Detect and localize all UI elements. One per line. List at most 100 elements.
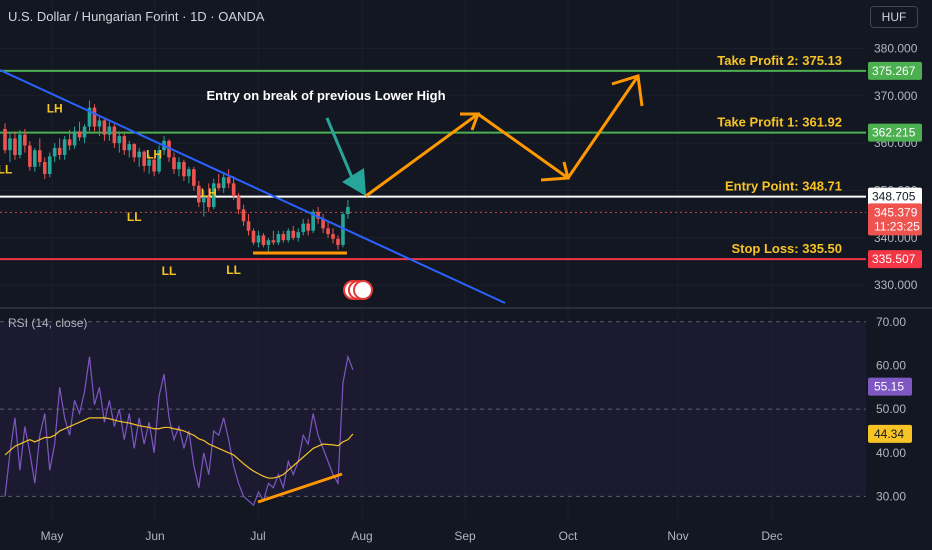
candle	[256, 230, 261, 248]
candle-body	[241, 209, 246, 222]
candle-body	[326, 228, 330, 235]
candle	[52, 143, 57, 163]
rsi-tick-label: 60.00	[876, 358, 906, 372]
candle-body	[296, 232, 301, 238]
candle-body	[3, 128, 7, 151]
candle-body	[18, 134, 22, 155]
candle	[122, 133, 127, 155]
candle-body	[301, 223, 305, 233]
projection-arrowhead-1	[460, 112, 481, 131]
candle-body	[33, 150, 37, 167]
candle	[266, 237, 271, 253]
candle-body	[62, 139, 67, 155]
candle	[157, 145, 161, 174]
rsi-tick-label: 50.00	[876, 402, 906, 416]
candle	[192, 166, 196, 191]
rsi-tick-label: 30.00	[876, 489, 906, 503]
bar-countdown: 11:23:25	[874, 219, 920, 233]
candle-body	[52, 147, 57, 157]
level-axis-tag	[868, 187, 922, 206]
candle	[127, 140, 132, 158]
candle-body	[102, 120, 107, 135]
candle	[271, 230, 276, 245]
candle-body	[286, 230, 291, 241]
candle	[286, 228, 291, 243]
candle-body	[316, 211, 320, 219]
x-tick-label: Dec	[761, 529, 782, 543]
candle	[276, 230, 281, 245]
candle	[97, 117, 102, 137]
x-tick-label: Nov	[667, 529, 688, 543]
candle-body	[226, 177, 231, 184]
y-tick-label: 330.000	[874, 278, 918, 292]
candle	[316, 207, 320, 224]
candle	[37, 138, 42, 167]
candle-body	[47, 156, 52, 174]
candle-body	[157, 150, 161, 172]
candle-body	[281, 234, 286, 241]
rsi-value-tag	[868, 377, 912, 396]
candle-body	[192, 169, 196, 186]
level-label: Take Profit 1: 361.92	[717, 115, 842, 130]
candle-body	[291, 230, 296, 238]
candle-body	[137, 151, 141, 158]
candle	[72, 126, 77, 149]
candle-body	[261, 235, 266, 245]
candle-body	[57, 147, 62, 155]
level-axis-value: 348.705	[872, 190, 916, 204]
entry-pointer-head	[342, 168, 366, 196]
candles-group	[3, 100, 350, 253]
candle	[261, 233, 266, 248]
level-axis-tag	[868, 123, 922, 142]
currency-button[interactable]: HUF	[870, 6, 918, 28]
candle-body	[231, 183, 236, 197]
candle-body	[276, 234, 281, 243]
candle-body	[152, 159, 156, 172]
candle	[87, 100, 92, 132]
candle	[62, 136, 67, 160]
candle	[306, 218, 310, 236]
candle-body	[77, 131, 82, 138]
candle-body	[341, 214, 345, 245]
candle-body	[117, 136, 122, 144]
level-label: Entry Point: 348.71	[725, 179, 842, 194]
candle	[221, 173, 226, 193]
candle	[301, 218, 305, 236]
x-tick-label: Aug	[351, 529, 372, 543]
candle	[33, 147, 37, 172]
candle	[8, 132, 12, 163]
rsi-title: RSI (14, close)	[8, 316, 88, 330]
candle	[281, 230, 286, 243]
us-flag-icon	[353, 280, 373, 300]
swing-label: LL	[226, 263, 241, 277]
candle-body	[72, 131, 77, 146]
x-tick-label: Jun	[145, 529, 164, 543]
candle	[57, 138, 62, 160]
x-tick-label: Jul	[250, 529, 265, 543]
candle-body	[177, 162, 181, 170]
candle-body	[311, 211, 315, 231]
level-label: Stop Loss: 335.50	[731, 241, 842, 256]
candle-body	[97, 120, 102, 127]
current-price-tag	[868, 203, 922, 236]
entry-annotation: Entry on break of previous Lower High	[206, 88, 445, 103]
candle	[132, 143, 137, 163]
x-tick-label: Oct	[559, 529, 578, 543]
candle	[92, 104, 97, 132]
candle	[341, 211, 345, 248]
candle	[77, 121, 82, 141]
candle-body	[92, 107, 97, 127]
rsi-line	[4, 354, 354, 507]
candle-body	[23, 134, 27, 146]
level-axis-value: 335.507	[872, 252, 916, 266]
projection-path	[365, 75, 640, 198]
candle	[167, 139, 171, 163]
candle	[3, 123, 7, 154]
candle	[42, 157, 47, 180]
candle-body	[216, 183, 221, 189]
candle	[331, 228, 335, 244]
candle	[172, 152, 176, 174]
candle	[13, 131, 17, 160]
